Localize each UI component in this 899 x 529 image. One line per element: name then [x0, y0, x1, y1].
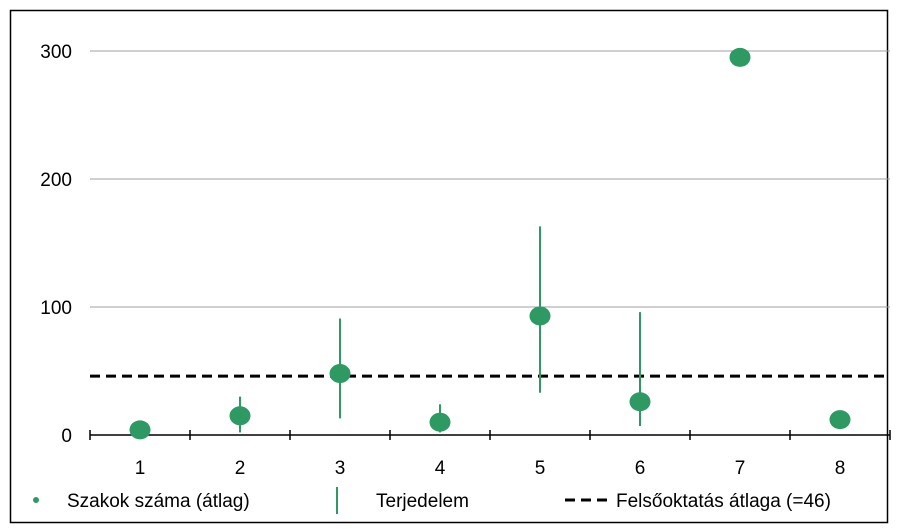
data-point-5 [529, 306, 551, 326]
x-tick-label-2: 2 [235, 458, 246, 479]
y-axis-tick-labels: 0 100 200 300 [40, 42, 72, 447]
data-point-2 [229, 406, 251, 426]
data-point-4 [429, 412, 451, 432]
range-bars [239, 226, 641, 433]
x-tick-label-7: 7 [735, 458, 746, 479]
x-tick-label-1: 1 [135, 458, 146, 479]
x-tick-label-4: 4 [435, 458, 446, 479]
x-axis-tick-labels: 1 2 3 4 5 6 7 8 [135, 458, 846, 479]
legend: Szakok száma (átlag) Terjedelem Felsőokt… [33, 487, 831, 514]
legend-label-points: Szakok száma (átlag) [67, 491, 250, 512]
y-tick-label-100: 100 [40, 298, 72, 319]
x-tick-label-6: 6 [635, 458, 646, 479]
data-point-7 [729, 47, 751, 67]
x-tick-label-5: 5 [535, 458, 546, 479]
y-tick-label-200: 200 [40, 170, 72, 191]
y-tick-label-0: 0 [61, 426, 72, 447]
x-tick-label-3: 3 [335, 458, 346, 479]
data-point-3 [329, 364, 351, 384]
legend-label-range: Terjedelem [376, 491, 469, 512]
legend-marker-points [33, 497, 39, 503]
x-axis [89, 430, 891, 440]
data-point-6 [629, 392, 651, 412]
x-tick-label-8: 8 [835, 458, 846, 479]
data-point-1 [129, 420, 151, 440]
data-points [129, 47, 851, 440]
chart-frame [9, 9, 889, 524]
data-point-8 [829, 410, 851, 430]
gridlines [90, 50, 890, 308]
legend-label-reference: Felsőoktatás átlaga (=46) [616, 491, 831, 512]
y-tick-label-300: 300 [40, 42, 72, 63]
